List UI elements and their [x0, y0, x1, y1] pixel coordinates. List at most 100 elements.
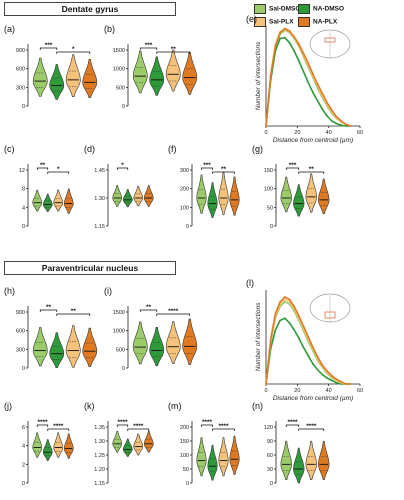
series-point	[330, 109, 333, 112]
panel-label-g: (g)	[252, 144, 263, 154]
y-tick-label: 50	[267, 205, 273, 211]
significance-label: ****	[117, 419, 128, 426]
significance-bracket	[212, 428, 235, 431]
x-tick-label: 40	[326, 130, 332, 136]
panel-label-a: (a)	[4, 24, 15, 34]
violin-na-plx	[63, 433, 74, 459]
y-tick-label: 0	[270, 224, 273, 230]
series-point	[326, 115, 328, 117]
violin-sal-plx	[53, 432, 64, 458]
violin-plot-j: 0 2 4 6 **** ****	[22, 419, 74, 487]
series-point	[340, 380, 343, 383]
series-point	[293, 329, 296, 331]
series-point	[335, 378, 338, 381]
significance-label: ****	[287, 419, 298, 426]
y-tick-label: 500	[116, 85, 125, 91]
series-point	[321, 108, 324, 111]
series-point	[345, 123, 347, 126]
violin-na-dmso	[149, 327, 165, 367]
series-point	[283, 298, 286, 301]
violin-sal-dmso	[280, 176, 292, 213]
series-point	[274, 45, 277, 47]
series-point	[302, 70, 305, 73]
violin-sal-dmso	[196, 174, 207, 214]
y-tick-label: 1.20	[94, 467, 105, 473]
series-point	[283, 36, 286, 39]
series-point	[316, 356, 319, 358]
significance-label: ****	[133, 423, 144, 430]
violin-sal-dmso	[280, 440, 292, 481]
y-tick-label: 8	[22, 187, 25, 193]
violin-na-plx	[318, 178, 330, 215]
violin-sal-dmso	[32, 57, 48, 97]
significance-bracket	[127, 428, 150, 431]
violin-na-dmso	[122, 438, 133, 457]
series-point	[288, 41, 291, 44]
x-tick-label: 60	[357, 130, 363, 136]
violin-sal-plx	[65, 54, 81, 97]
series-point	[279, 319, 281, 322]
significance-label: **	[221, 166, 227, 173]
violin-plot-n: 0 30 60 90 120 **** ****	[264, 419, 330, 487]
significance-bracket	[47, 428, 70, 431]
y-tick-label: 1.15	[94, 224, 105, 230]
significance-label: *	[72, 46, 75, 53]
series-point	[283, 296, 286, 298]
legend-label: NA-PLX	[313, 18, 338, 26]
series-point	[307, 62, 310, 65]
significance-label: **	[171, 46, 177, 53]
series-point	[265, 125, 267, 127]
series-point	[326, 377, 328, 380]
series-point	[269, 75, 272, 77]
y-tick-label: 4	[22, 205, 25, 211]
series-point	[283, 317, 286, 320]
legend-item-sal-dmso: Sal-DMSO	[254, 4, 300, 14]
y-tick-label: 1000	[113, 67, 125, 73]
significance-label: **	[40, 162, 46, 169]
y-tick-label: 1.25	[94, 453, 105, 459]
x-tick-label: 0	[264, 388, 267, 394]
violin-na-plx	[229, 176, 240, 216]
violin-sal-dmso	[32, 432, 43, 458]
y-tick-label: 1000	[113, 329, 125, 335]
y-tick-label: 600	[16, 329, 25, 335]
violin-sal-plx	[165, 321, 181, 364]
significance-bracket	[139, 47, 158, 50]
violin-na-plx	[82, 58, 98, 99]
y-tick-label: 6	[22, 425, 25, 431]
violin-plot-h: 0 300 600 900 ** **	[16, 304, 98, 372]
panel-label-m: (m)	[168, 401, 182, 411]
legend-label: Sal-PLX	[269, 18, 294, 26]
series-point	[349, 383, 352, 385]
y-tick-label: 150	[180, 439, 189, 445]
violin-na-plx	[143, 185, 154, 207]
series-point	[293, 35, 296, 38]
y-tick-label: 90	[267, 439, 273, 445]
series-point	[307, 354, 310, 357]
legend-label: Sal-DMSO	[269, 5, 301, 13]
region-of-interest-icon	[324, 37, 336, 43]
significance-bracket	[36, 167, 49, 170]
y-tick-label: 0	[122, 104, 125, 110]
series-point	[293, 305, 296, 308]
violin-plot-m: 0 50 100 150 200 **** ****	[180, 419, 240, 487]
series-point	[298, 314, 300, 317]
series-point	[312, 91, 314, 94]
violin-na-plx	[182, 318, 198, 365]
series-point	[298, 60, 300, 62]
y-tick-label: 1.30	[94, 439, 105, 445]
series-point	[307, 336, 310, 338]
significance-label: ***	[203, 162, 211, 169]
violin-na-plx	[82, 327, 98, 367]
violin-sal-dmso	[196, 437, 207, 477]
panel-label-b: (b)	[104, 24, 115, 34]
y-tick-label: 900	[16, 310, 25, 316]
significance-bracket	[298, 171, 325, 174]
section-banner-dentate-gyrus: Dentate gyrus	[4, 2, 176, 16]
violin-sal-plx	[65, 325, 81, 368]
panel-label-e: (e)	[246, 14, 257, 24]
y-tick-label: 200	[180, 187, 189, 193]
violin-sal-dmso	[112, 185, 123, 207]
